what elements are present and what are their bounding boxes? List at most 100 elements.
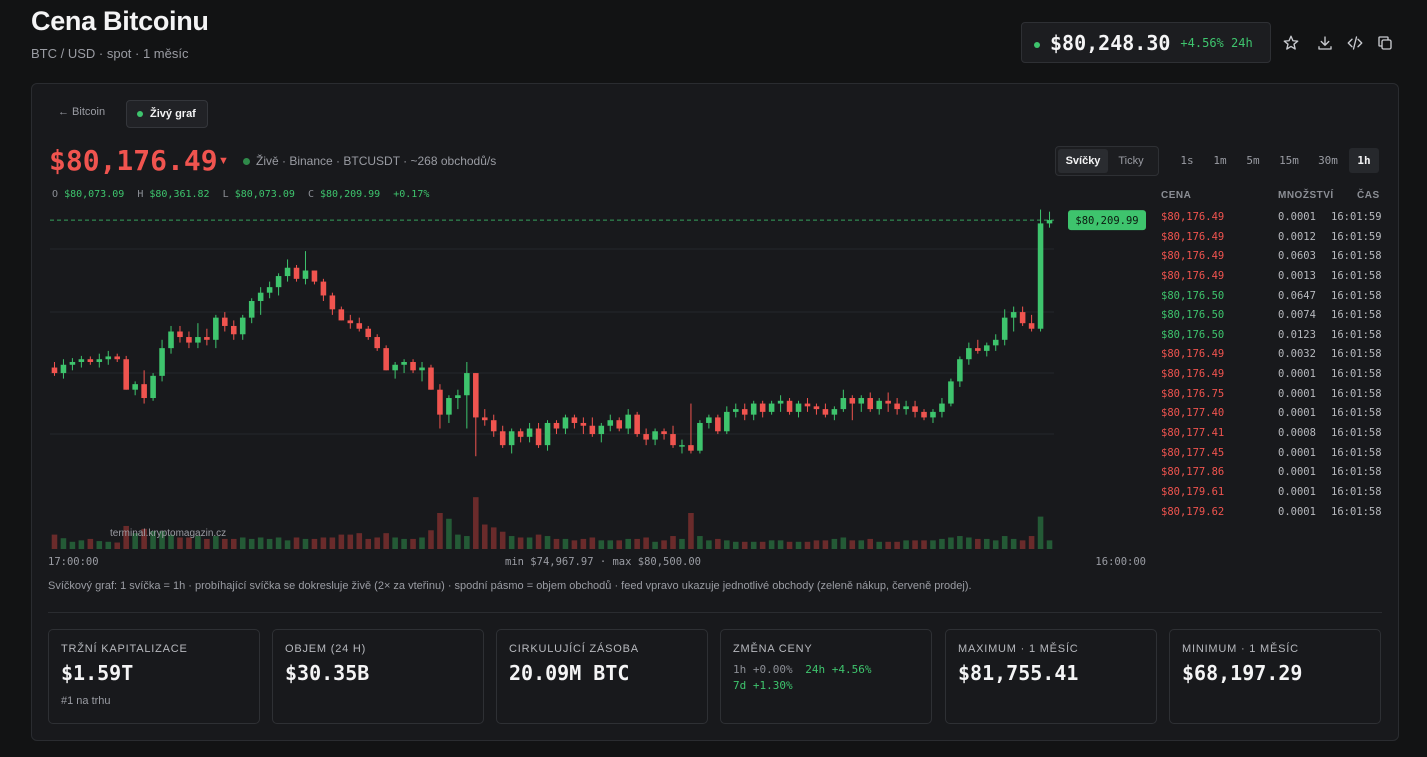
volume-bar — [499, 531, 506, 549]
volume-bar — [697, 536, 703, 549]
candle-body — [177, 331, 183, 338]
timeframe-5m-button[interactable]: 5m — [1246, 154, 1260, 167]
download-icon[interactable] — [1316, 34, 1334, 52]
candle-body — [724, 411, 730, 432]
candle-body — [544, 422, 551, 446]
trade-row: $80,179.61 0.0001 16:01:58 — [1161, 484, 1386, 504]
candle-body — [858, 398, 865, 404]
candle-body — [679, 445, 685, 447]
volume-bar — [419, 537, 425, 549]
mode-candles-button[interactable]: Svíčky — [1058, 149, 1108, 173]
trade-time: 16:01:58 — [1331, 446, 1382, 459]
candle-body — [741, 409, 748, 415]
candle-body — [96, 359, 103, 362]
tab-live-chart-label: Živý graf — [150, 108, 196, 120]
trade-time: 16:01:58 — [1331, 427, 1382, 440]
candle-body — [365, 328, 372, 338]
trades-header-price: CENA — [1161, 190, 1192, 201]
stat-price-change: ZMĚNA CENY 1h +0.00% 24h +4.56% 7d +1.30… — [720, 629, 932, 724]
candle-body — [607, 420, 614, 426]
ohlc-readout: O $80,073.09 H $80,361.82 L $80,073.09 C… — [52, 189, 436, 200]
candle-body — [849, 398, 856, 404]
trade-row: $80,176.49 0.0001 16:01:58 — [1161, 366, 1386, 386]
volume-bar — [51, 534, 58, 549]
candlestick-chart[interactable]: $80,209.99 terminal.kryptomagazin.cz 17:… — [48, 194, 1148, 574]
chart-panel: ← Bitcoin Živý graf $80,176.49 ▼ Živě · … — [31, 83, 1399, 741]
candle-body — [786, 400, 793, 412]
trade-time: 16:01:58 — [1331, 485, 1382, 498]
candle-body — [464, 373, 470, 396]
candle-body — [78, 359, 85, 362]
candle-body — [481, 417, 488, 421]
trade-time: 16:01:58 — [1331, 466, 1382, 479]
ohlc-close: $80,209.99 — [320, 189, 381, 200]
ohlc-change: +0.17% — [393, 189, 430, 200]
trade-row: $80,176.49 0.0001 16:01:59 — [1161, 209, 1386, 229]
volume-bar — [777, 540, 784, 549]
code-icon[interactable] — [1346, 34, 1364, 52]
trade-row: $80,176.75 0.0001 16:01:58 — [1161, 386, 1386, 406]
candle-body — [661, 431, 667, 435]
volume-bar — [822, 540, 829, 549]
stat-label: MAXIMUM · 1 MĚSÍC — [958, 643, 1079, 655]
volume-bar — [741, 541, 748, 549]
timeframe-30m-button[interactable]: 30m — [1318, 154, 1338, 167]
tab-live-chart[interactable]: Živý graf — [126, 100, 208, 128]
minmax-label: min $74,967.97 · max $80,500.00 — [505, 556, 701, 568]
volume-bar — [517, 537, 524, 549]
candle-body — [732, 409, 739, 412]
timeframe-15m-button[interactable]: 15m — [1279, 154, 1299, 167]
volume-bar — [257, 537, 264, 549]
timeframe-1h-button[interactable]: 1h — [1349, 148, 1379, 173]
volume-bar — [795, 541, 802, 549]
volume-bar — [975, 538, 981, 549]
copy-icon[interactable] — [1376, 34, 1394, 52]
timeframe-1m-button[interactable]: 1m — [1213, 154, 1227, 167]
chart-note: Svíčkový graf: 1 svíčka = 1h · probíhají… — [48, 580, 972, 592]
volume-bar — [195, 536, 201, 549]
trade-price: $80,176.49 — [1161, 211, 1225, 223]
candle-body — [374, 337, 380, 349]
candle-body — [410, 361, 416, 371]
candle-body — [87, 359, 94, 362]
stat-value: $30.35B — [285, 661, 370, 685]
candle-body — [239, 317, 246, 335]
candle-body — [553, 422, 560, 429]
volume-bar — [437, 513, 443, 549]
page-subtitle: BTC / USD · spot · 1 měsíc — [31, 46, 189, 61]
star-icon[interactable] — [1282, 34, 1300, 52]
ohlc-low: $80,073.09 — [234, 189, 295, 200]
back-to-bitcoin-link[interactable]: ← Bitcoin — [58, 106, 106, 118]
volume-bar — [759, 541, 766, 549]
candle-body — [311, 270, 318, 282]
volume-bar — [732, 541, 739, 549]
stat-label: TRŽNÍ KAPITALIZACE — [61, 643, 188, 655]
candle-body — [401, 361, 407, 365]
candle-body — [266, 287, 273, 293]
volume-bar — [159, 531, 165, 549]
stat-market-cap: TRŽNÍ KAPITALIZACE $1.59T #1 na trhu — [48, 629, 260, 724]
volume-bar — [786, 541, 793, 549]
ohlc-low-label: L — [222, 189, 229, 200]
candle-body — [517, 431, 524, 437]
trade-row: $80,177.41 0.0008 16:01:58 — [1161, 425, 1386, 445]
volume-bar — [768, 540, 775, 549]
volume-bar — [69, 541, 76, 549]
volume-bar — [1046, 540, 1053, 549]
mode-ticks-button[interactable]: Ticky — [1118, 155, 1144, 167]
volume-bar — [508, 536, 515, 549]
volume-bar — [652, 541, 658, 549]
candle-body — [392, 364, 398, 371]
candle-body — [428, 367, 434, 390]
volume-bar — [338, 534, 345, 549]
volume-bar — [616, 540, 623, 549]
candle-body — [983, 345, 990, 351]
volume-bar — [455, 534, 461, 549]
stat-label: MINIMUM · 1 MĚSÍC — [1182, 643, 1299, 655]
timeframe-1s-button[interactable]: 1s — [1180, 154, 1194, 167]
change-1h: 1h +0.00% — [733, 663, 793, 676]
change-7d: 7d +1.30% — [733, 679, 793, 692]
candle-body — [948, 381, 954, 404]
volume-bar — [983, 538, 990, 549]
volume-bar — [589, 537, 596, 549]
